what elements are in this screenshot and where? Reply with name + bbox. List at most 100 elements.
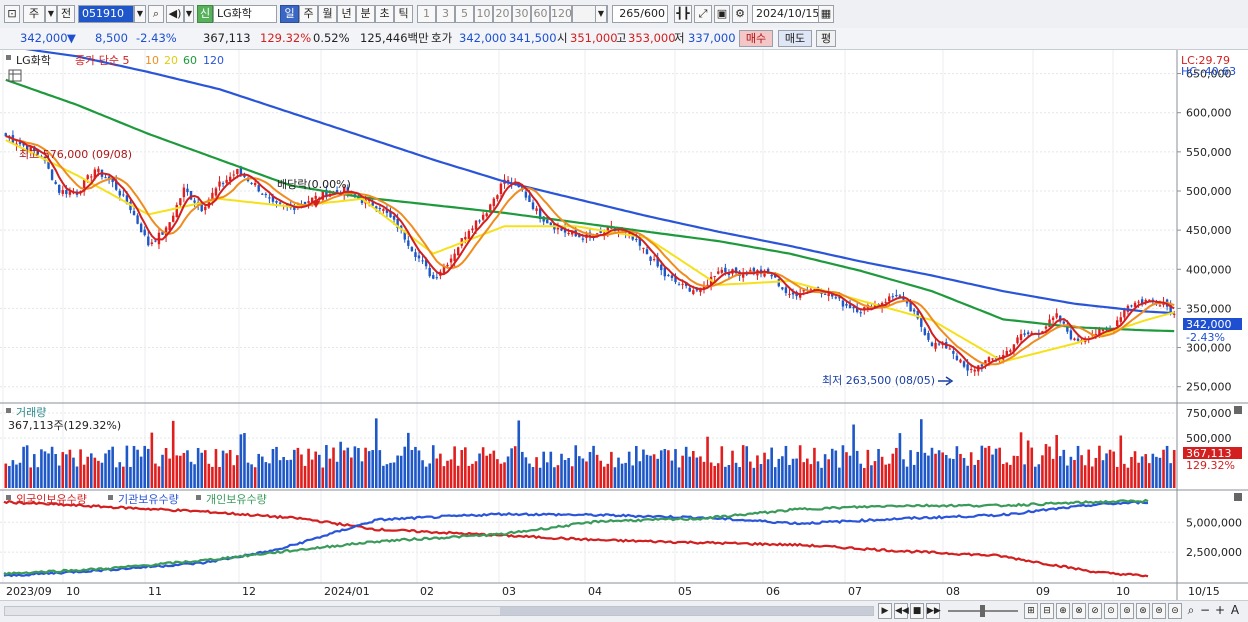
candle[interactable] [93, 169, 97, 179]
candle[interactable] [920, 317, 923, 327]
candle[interactable] [638, 237, 642, 246]
candle[interactable] [115, 180, 118, 190]
candle[interactable] [1158, 305, 1162, 307]
volume-bar[interactable] [474, 461, 478, 488]
volume-bar[interactable] [118, 462, 122, 488]
candle[interactable] [973, 369, 976, 372]
volume-bar[interactable] [830, 448, 834, 488]
candle[interactable] [335, 190, 339, 193]
volume-bar[interactable] [1126, 467, 1130, 488]
volume-bar[interactable] [75, 466, 79, 488]
candle[interactable] [898, 295, 902, 298]
candle[interactable] [47, 160, 50, 169]
volume-bar[interactable] [848, 455, 852, 488]
candle[interactable] [546, 219, 549, 224]
volume-bar[interactable] [866, 449, 870, 488]
candle[interactable] [325, 189, 328, 197]
candle[interactable] [681, 283, 684, 285]
candle[interactable] [692, 290, 695, 294]
candle[interactable] [556, 227, 560, 230]
candle[interactable] [827, 291, 830, 297]
volume-bar[interactable] [196, 447, 200, 488]
volume-bar[interactable] [47, 453, 50, 488]
volume-bar[interactable] [65, 454, 68, 488]
volume-bar[interactable] [991, 454, 994, 488]
volume-bar[interactable] [1123, 463, 1126, 488]
volume-bar[interactable] [891, 453, 895, 488]
sell-button[interactable]: 매도 [778, 30, 812, 47]
candle[interactable] [1019, 334, 1023, 341]
candle[interactable] [481, 214, 485, 220]
candle[interactable] [1026, 332, 1030, 335]
candle[interactable] [467, 230, 471, 240]
candle[interactable] [521, 185, 524, 191]
volume-bar[interactable] [624, 462, 627, 488]
volume-bar[interactable] [684, 446, 688, 488]
volume-bar[interactable] [916, 451, 920, 488]
volume-bar[interactable] [862, 467, 866, 488]
candle[interactable] [449, 258, 453, 263]
volume-bar[interactable] [716, 463, 720, 488]
candle[interactable] [595, 233, 599, 236]
candle[interactable] [667, 274, 670, 276]
stop-icon[interactable]: ■ [910, 603, 924, 619]
volume-bar[interactable] [246, 462, 250, 488]
candle[interactable] [389, 211, 392, 218]
volume-bar[interactable] [374, 418, 378, 488]
volume-bar[interactable] [189, 461, 193, 488]
volume-bar[interactable] [317, 454, 321, 488]
volume-bar[interactable] [763, 452, 766, 488]
candle[interactable] [1069, 330, 1073, 340]
volume-bar[interactable] [232, 465, 236, 488]
volume-bar[interactable] [592, 445, 595, 488]
candle[interactable] [399, 225, 403, 230]
candle[interactable] [161, 231, 164, 235]
candle[interactable] [471, 228, 474, 231]
candle[interactable] [229, 176, 232, 181]
volume-bar[interactable] [688, 456, 692, 488]
volume-bar[interactable] [813, 447, 816, 488]
volume-bar[interactable] [364, 447, 367, 488]
volume-bar[interactable] [132, 445, 136, 488]
volume-bar[interactable] [741, 445, 745, 488]
volume-bar[interactable] [214, 449, 218, 488]
volume-bar[interactable] [293, 449, 296, 488]
volume-bar[interactable] [1012, 455, 1016, 488]
volume-bar[interactable] [788, 464, 791, 488]
volume-bar[interactable] [695, 457, 699, 488]
candle[interactable] [214, 188, 218, 196]
volume-bar[interactable] [724, 466, 727, 488]
volume-bar[interactable] [1158, 457, 1162, 488]
volume-bar[interactable] [998, 447, 1001, 488]
candle[interactable] [18, 141, 22, 145]
volume-bar[interactable] [802, 462, 806, 488]
candle[interactable] [147, 236, 150, 246]
candle[interactable] [884, 301, 887, 303]
tool-icon-8[interactable]: ⊛ [1136, 603, 1150, 619]
tool-icon-10[interactable]: ⊝ [1168, 603, 1182, 619]
volume-bar[interactable] [478, 453, 481, 488]
candle[interactable] [955, 355, 959, 360]
volume-bar[interactable] [567, 457, 570, 488]
candle[interactable] [916, 311, 919, 319]
candle[interactable] [674, 275, 677, 283]
calendar-icon[interactable]: ▦ [818, 5, 834, 23]
volume-bar[interactable] [959, 453, 962, 488]
save-icon[interactable]: ▣ [714, 5, 730, 23]
candle[interactable] [1137, 301, 1140, 303]
volume-bar[interactable] [161, 454, 164, 488]
candle[interactable] [1066, 325, 1069, 332]
volume-bar[interactable] [275, 446, 278, 488]
volume-bar[interactable] [581, 458, 585, 488]
candle[interactable] [371, 202, 374, 206]
candle[interactable] [798, 293, 802, 298]
volume-bar[interactable] [909, 450, 912, 488]
stock-name-field[interactable]: LG화학 [213, 5, 277, 23]
volume-bar[interactable] [342, 450, 346, 488]
date-field[interactable]: 2024/10/15 [752, 5, 820, 23]
stock-chart[interactable]: 650,000 600,000 550,000 500,000 450,000 400,0… [0, 50, 1248, 602]
gear-icon[interactable]: ⚙ [732, 5, 748, 23]
volume-bar[interactable] [827, 459, 830, 488]
volume-bar[interactable] [976, 459, 980, 488]
volume-bar[interactable] [1019, 432, 1023, 488]
